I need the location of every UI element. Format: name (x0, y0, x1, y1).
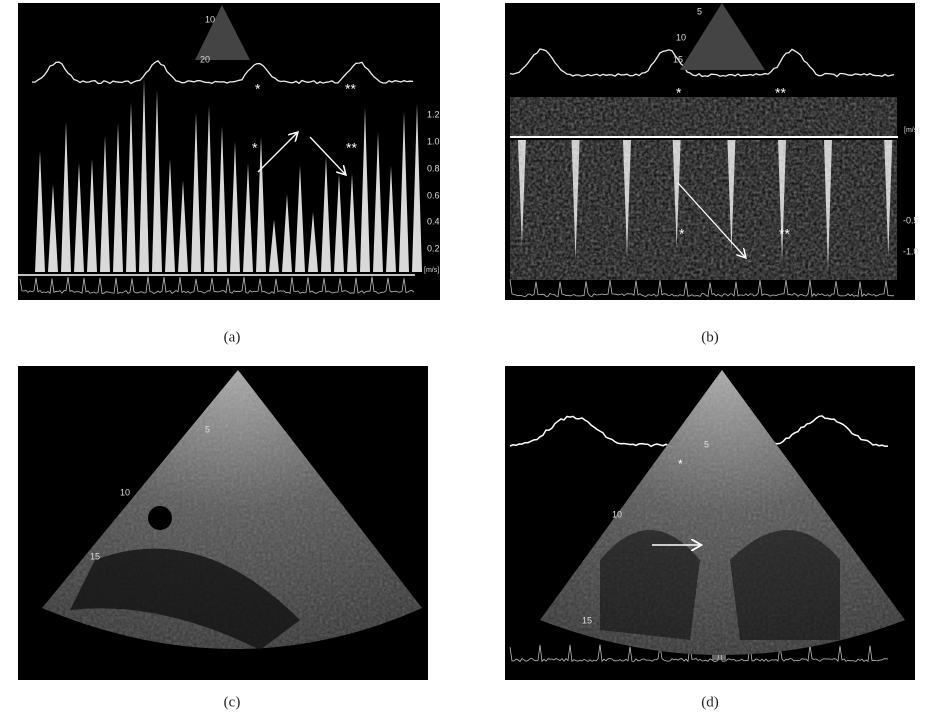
vessel (148, 506, 172, 530)
ecg-trace (19, 276, 415, 295)
doppler-spike (282, 194, 292, 272)
doppler-spike (139, 78, 149, 272)
depth-label: 15 (582, 615, 592, 625)
scale-label: 0.6 (427, 190, 440, 200)
annotation: ** (775, 85, 786, 101)
doppler-band (510, 97, 897, 137)
respiratory-trace (509, 48, 895, 78)
doppler-spike (48, 184, 58, 272)
doppler-spike (243, 163, 253, 272)
panel-c: 5 10 15 (18, 366, 428, 680)
panel-label: (d) (701, 694, 719, 710)
scale-label: 0.4 (427, 216, 440, 226)
doppler-band (510, 140, 897, 280)
doppler-spike (113, 123, 123, 272)
annotation: ** (779, 226, 790, 242)
annotation: ** (345, 81, 356, 97)
depth-label: 10 (676, 32, 686, 42)
doppler-spike (360, 107, 370, 272)
doppler-spike (412, 103, 422, 273)
doppler-spike (269, 219, 279, 272)
panel-d: 5 10 15 * (505, 366, 915, 680)
arrow (309, 136, 345, 174)
doppler-spike (321, 156, 331, 272)
scale-label: 0.2 (427, 243, 440, 253)
annotation: ** (346, 140, 357, 156)
scale-label: 1.0 (427, 136, 440, 146)
depth-label: 10 (612, 509, 622, 519)
panel-label: (b) (701, 329, 719, 345)
panel-a: 10 20 * ** * ** 1.2 1.0 0.8 0.6 0.4 0.2 … (18, 3, 440, 300)
depth-label: 10 (120, 487, 130, 497)
doppler-spike (152, 89, 162, 273)
depth-label: 15 (673, 54, 683, 64)
doppler-spike (334, 173, 344, 272)
doppler-spike (399, 110, 409, 272)
depth-label: 15 (90, 551, 100, 561)
doppler-spike (256, 136, 266, 272)
panel-label: (a) (224, 329, 241, 345)
depth-label: 5 (697, 6, 702, 16)
annotation: * (255, 81, 261, 97)
arrow (257, 133, 297, 173)
doppler-spike (386, 165, 396, 272)
doppler-spike (204, 105, 214, 272)
sector-thumbnail (680, 3, 765, 70)
annotation: * (676, 85, 682, 101)
panel-label: (c) (224, 694, 241, 710)
doppler-spike (87, 158, 97, 272)
doppler-spike (61, 121, 71, 272)
scale-label: 0.8 (427, 163, 440, 173)
doppler-spike (230, 141, 240, 272)
arrow (677, 182, 745, 257)
annotation: * (679, 226, 685, 242)
annotation: * (678, 457, 683, 471)
scale-label: -1.0 (903, 246, 919, 256)
depth-label: 10 (205, 14, 215, 24)
doppler-spike (35, 150, 45, 272)
respiratory-trace (31, 59, 414, 85)
scale-unit: [m/s] (424, 267, 439, 274)
panel-b: 5 10 15 * ** * ** [m/s] -0.5 -1.0 (505, 3, 919, 300)
doppler-spike (126, 102, 136, 272)
sector-thumbnail (195, 5, 250, 60)
ecg-trace (509, 279, 895, 298)
depth-label: 20 (200, 54, 210, 64)
doppler-spike (308, 212, 318, 272)
doppler-spike (191, 112, 201, 273)
scale-label: -0.5 (903, 215, 919, 225)
ecg-trace (509, 644, 889, 663)
doppler-spike (178, 180, 188, 272)
doppler-spike (295, 165, 305, 272)
doppler-spike (373, 131, 383, 272)
doppler-spike (74, 162, 84, 272)
doppler-spike (165, 159, 175, 272)
doppler-spike (347, 173, 357, 272)
depth-label: 5 (704, 439, 709, 449)
chamber (70, 548, 300, 650)
depth-label: 5 (205, 424, 210, 434)
doppler-spike (217, 126, 227, 272)
doppler-spike (100, 136, 110, 272)
chamber (600, 530, 840, 640)
scale-unit: [m/s] (904, 127, 919, 134)
annotation: * (252, 140, 258, 156)
scale-label: 1.2 (427, 109, 440, 119)
